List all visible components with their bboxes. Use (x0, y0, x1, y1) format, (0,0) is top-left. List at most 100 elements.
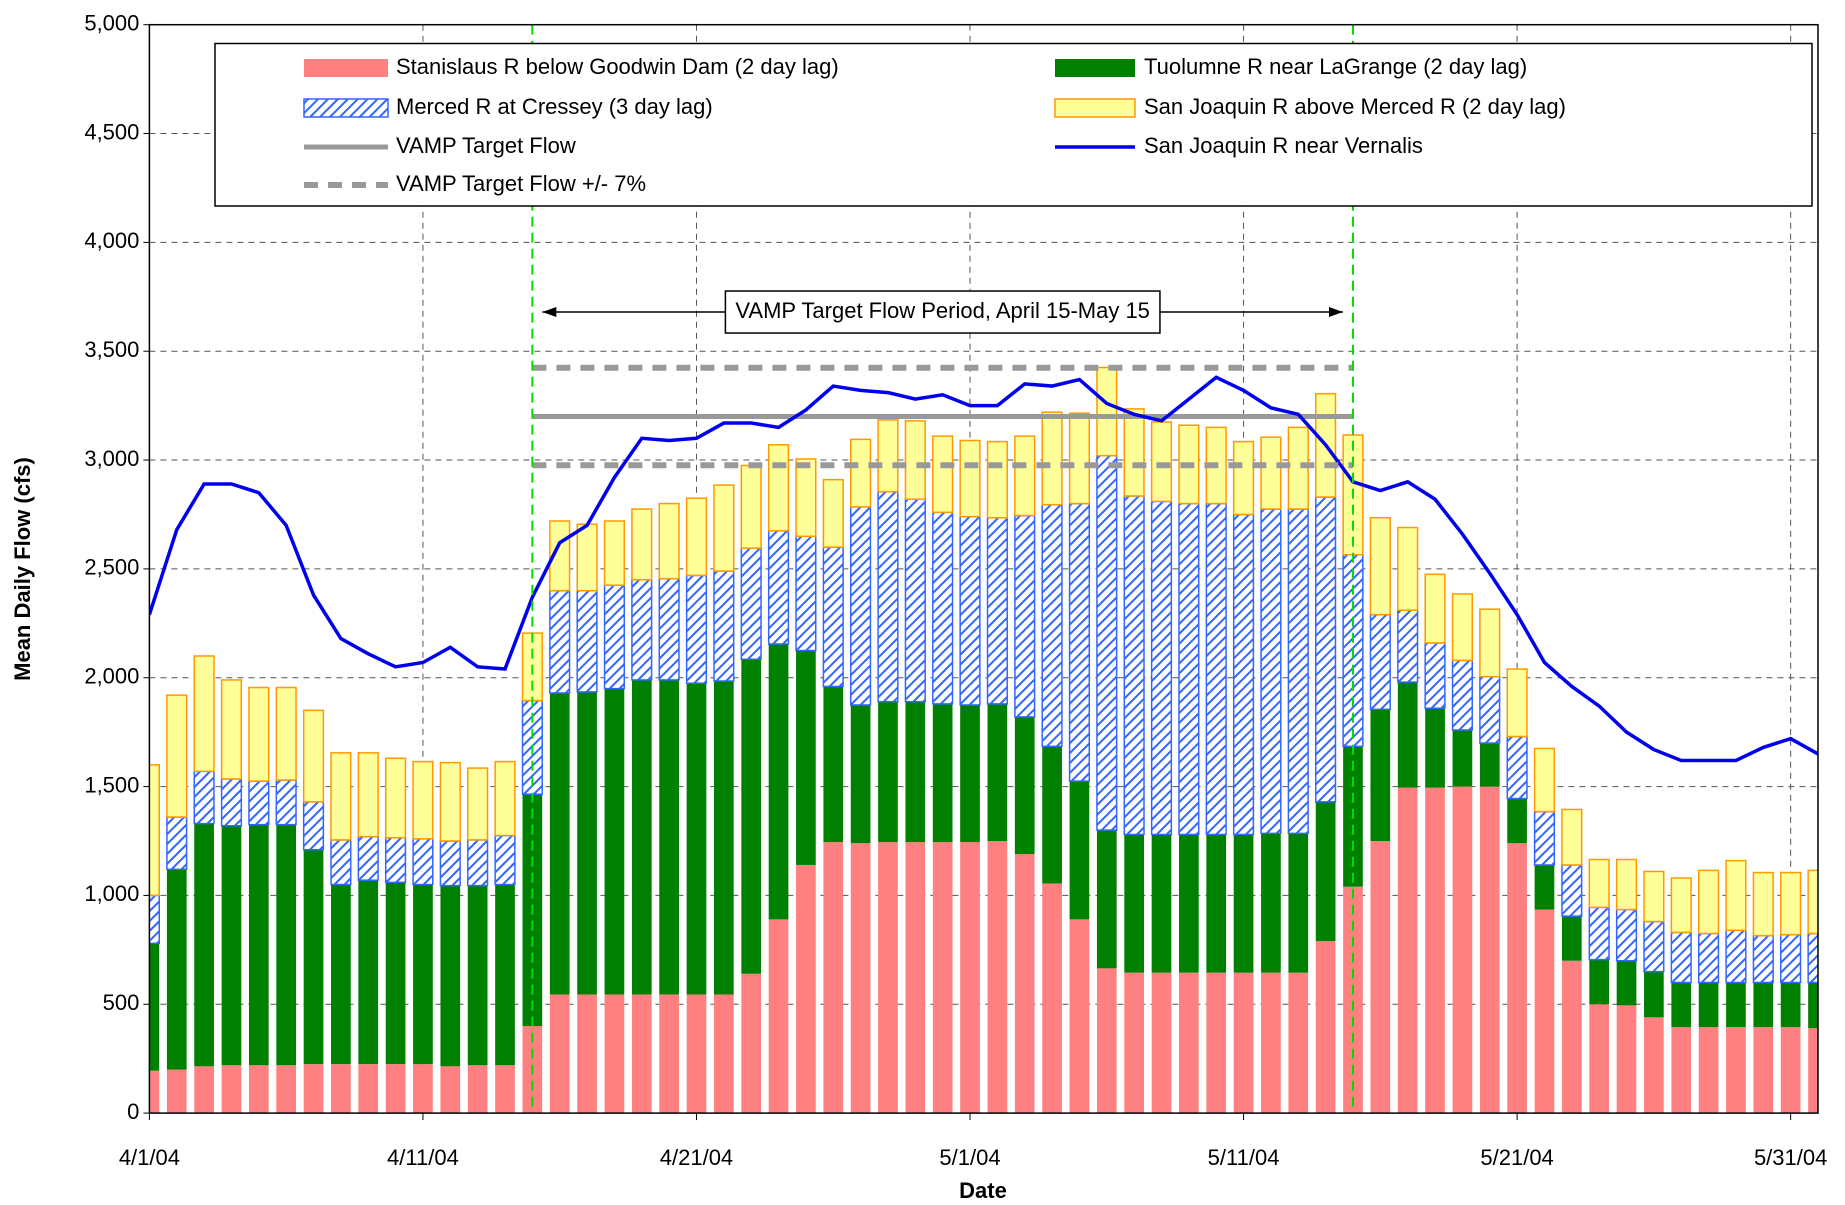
bar-segment (1452, 729, 1473, 787)
bar-segment (1561, 808, 1583, 866)
bar-segment (1233, 834, 1254, 973)
bar-segment (1041, 411, 1063, 506)
bar-segment (631, 679, 652, 995)
bar-segment (221, 825, 242, 1066)
bar-segment (1452, 786, 1473, 1114)
bar-segment (658, 502, 680, 580)
bar-segment (440, 1066, 461, 1114)
legend: Stanislaus R below Goodwin Dam (2 day la… (214, 42, 1813, 207)
bar-segment (330, 752, 352, 841)
bar-segment (149, 943, 160, 1071)
bar-segment (905, 842, 926, 1114)
bar-segment (1425, 787, 1445, 1114)
legend-swatch (1054, 98, 1136, 118)
bar-segment (795, 535, 817, 652)
bar-segment (685, 574, 708, 684)
bar-segment (767, 530, 790, 645)
bar-segment (467, 767, 489, 841)
bar-segment (248, 780, 270, 826)
bar-segment (302, 801, 325, 851)
bar-segment (494, 834, 516, 886)
bar-segment (1670, 877, 1692, 934)
bar-segment (686, 994, 707, 1114)
bar-segment (331, 1064, 351, 1114)
y-tick-label: 4,000 (84, 228, 139, 253)
bar-segment (577, 994, 597, 1114)
bar-segment (1780, 1027, 1801, 1114)
bar-segment (276, 1065, 297, 1114)
bar-segment (1261, 833, 1281, 973)
bar-segment (1151, 834, 1172, 973)
bar-segment (904, 498, 926, 703)
bar-segment (960, 704, 980, 843)
bar-segment (413, 1064, 433, 1114)
annotation-text: VAMP Target Flow Period, April 15-May 15 (735, 298, 1150, 323)
bar-segment (1534, 909, 1555, 1114)
bar-segment (713, 484, 735, 572)
bar-segment (467, 885, 488, 1066)
bar-segment (1369, 613, 1391, 711)
bar-segment (1506, 735, 1528, 800)
bar-segment (1698, 982, 1719, 1028)
bar-segment (1671, 982, 1692, 1028)
bar-segment (659, 679, 679, 995)
bar-segment (1123, 495, 1145, 836)
legend-label: San Joaquin R above Merced R (2 day lag) (1144, 94, 1566, 119)
bar-segment (385, 882, 406, 1065)
bar-segment (1206, 972, 1227, 1114)
bar-segment (959, 515, 981, 706)
bar-segment (1179, 834, 1199, 973)
bar-segment (549, 994, 570, 1114)
bar-segment (1643, 920, 1665, 973)
bar-segment (932, 511, 954, 705)
y-tick-label: 3,000 (84, 446, 139, 471)
bar-segment (1615, 858, 1638, 911)
bar-segment (1780, 982, 1801, 1028)
bar-segment (358, 880, 379, 1065)
bar-segment (1616, 960, 1637, 1006)
bar-segment (1014, 435, 1036, 517)
arrow-head (1328, 307, 1343, 318)
x-tick-label: 5/1/04 (939, 1145, 1000, 1170)
plot-area (149, 364, 1818, 1114)
bar-segment (440, 885, 461, 1067)
bar-segment (221, 1065, 242, 1114)
bar-segment (576, 589, 598, 693)
bar-segment (1397, 787, 1418, 1114)
bar-segment (495, 884, 515, 1066)
y-tick-label: 2,500 (84, 555, 139, 580)
bar-segment (1808, 982, 1818, 1029)
bar-segment (1069, 781, 1090, 920)
y-axis-title: Mean Daily Flow (cfs) (10, 457, 35, 681)
bar-segment (822, 546, 844, 688)
bar-segment (685, 497, 708, 577)
bar-segment (1479, 675, 1501, 744)
bar-segment (768, 919, 789, 1114)
bar-segment (603, 584, 626, 690)
bar-segment (877, 490, 899, 703)
bar-segment (1288, 833, 1309, 973)
bar-segment (1178, 502, 1200, 836)
bar-segment (1753, 1027, 1774, 1114)
bar-segment (1206, 834, 1227, 973)
bar-segment (932, 842, 953, 1114)
bar-segment (1041, 503, 1063, 748)
legend-box (214, 42, 1813, 207)
bar-segment (795, 458, 817, 537)
x-tick-label: 5/11/04 (1208, 1145, 1280, 1170)
bar-segment (194, 823, 214, 1067)
y-tick-label: 500 (103, 990, 140, 1015)
bar-segment (631, 994, 652, 1114)
bar-segment (166, 694, 188, 818)
bar-segment (1260, 436, 1282, 510)
bar-segment (384, 836, 407, 884)
bar-segment (1506, 668, 1528, 738)
bar-segment (686, 683, 707, 995)
bar-segment (960, 842, 980, 1114)
legend-label: Stanislaus R below Goodwin Dam (2 day la… (396, 54, 839, 79)
bar-segment (1123, 408, 1145, 497)
bar-segment (932, 435, 954, 514)
bar-segment (1315, 496, 1337, 803)
bar-segment (385, 1064, 406, 1114)
bar-segment (850, 704, 871, 844)
